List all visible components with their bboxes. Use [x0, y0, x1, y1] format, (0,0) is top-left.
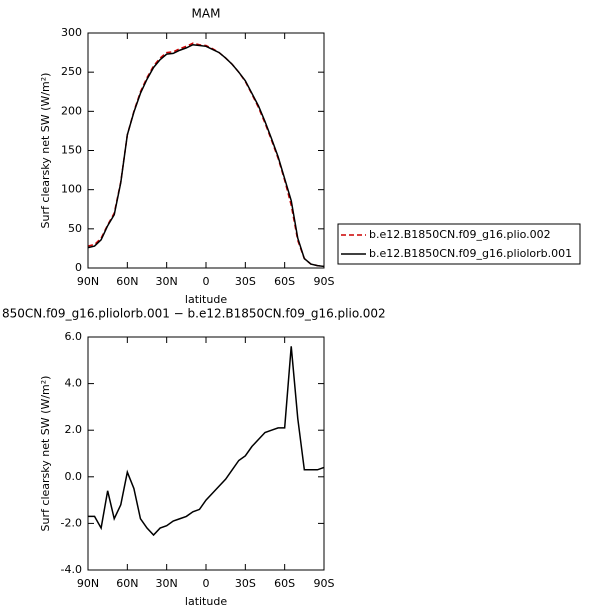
y-tick-label: 100: [61, 183, 82, 196]
chart-title: MAM: [192, 7, 221, 21]
x-tick-label: 90N: [77, 275, 99, 288]
y-axis-label: Surf clearsky net SW (W/m²): [39, 73, 52, 229]
legend-label: b.e12.B1850CN.f09_g16.plio.002: [369, 228, 551, 241]
x-tick-label: 30N: [156, 275, 178, 288]
x-tick-label: 90N: [77, 577, 99, 590]
y-tick-label: 2.0: [65, 423, 83, 436]
x-tick-label: 90S: [314, 275, 335, 288]
y-tick-label: -4.0: [61, 563, 82, 576]
x-tick-label: 90S: [314, 577, 335, 590]
x-tick-label: 60N: [116, 577, 138, 590]
data-line: [88, 346, 325, 537]
y-tick-label: 0: [75, 261, 82, 274]
x-tick-label: 0: [203, 275, 210, 288]
data-line: [87, 43, 325, 268]
y-axis-label: Surf clearsky net SW (W/m²): [39, 376, 52, 532]
legend-label: b.e12.B1850CN.f09_g16.pliolorb.001: [369, 247, 572, 260]
legend-box: [337, 223, 581, 265]
x-tick-label: 60S: [274, 275, 295, 288]
x-tick-label: 30S: [235, 577, 256, 590]
y-tick-label: 4.0: [65, 377, 83, 390]
y-tick-label: -2.0: [61, 516, 82, 529]
chart-title: 850CN.f09_g16.pliolorb.001 − b.e12.B1850…: [2, 307, 386, 321]
y-tick-label: 300: [61, 26, 82, 39]
y-tick-label: 150: [61, 144, 82, 157]
x-tick-label: 60S: [274, 577, 295, 590]
x-tick-label: 30S: [235, 275, 256, 288]
y-tick-label: 250: [61, 65, 82, 78]
plot-frame: [87, 32, 325, 269]
y-tick-label: 0.0: [65, 470, 83, 483]
x-tick-label: 0: [203, 577, 210, 590]
x-tick-label: 60N: [116, 275, 138, 288]
x-axis-label: latitude: [185, 293, 227, 306]
x-axis-label: latitude: [185, 595, 227, 608]
y-tick-label: 50: [68, 222, 82, 235]
plot-frame: [87, 336, 325, 571]
x-tick-label: 30N: [156, 577, 178, 590]
data-line: [87, 42, 325, 268]
y-tick-label: 6.0: [65, 330, 83, 343]
y-tick-label: 200: [61, 104, 82, 117]
